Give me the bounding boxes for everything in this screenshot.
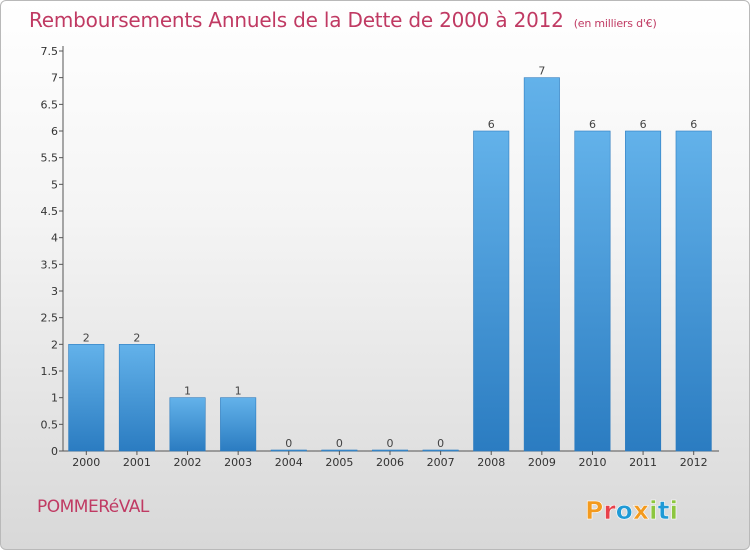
logo-letter: t xyxy=(658,496,670,525)
bar xyxy=(321,449,358,452)
y-tick-label: 3 xyxy=(51,285,58,298)
y-tick-label: 0 xyxy=(51,445,58,458)
x-tick-label: 2002 xyxy=(174,456,202,469)
x-tick-label: 2003 xyxy=(224,456,252,469)
bar-value-label: 7 xyxy=(538,65,545,78)
x-tick-label: 2009 xyxy=(528,456,556,469)
bar xyxy=(473,130,510,452)
logo-letter: r xyxy=(603,496,616,525)
y-tick-label: 7 xyxy=(51,72,58,85)
bar xyxy=(68,344,105,452)
chart-subtitle: (en milliers d'€) xyxy=(573,17,657,30)
bar xyxy=(220,397,257,452)
y-tick-label: 0.5 xyxy=(41,418,59,431)
bar-value-label: 6 xyxy=(488,118,495,131)
bar-value-label: 1 xyxy=(184,385,191,398)
y-tick-label: 5 xyxy=(51,178,58,191)
bar xyxy=(574,130,611,452)
x-tick-label: 2012 xyxy=(680,456,708,469)
proxiti-logo-text: Proxiti xyxy=(585,496,678,525)
bar-value-label: 6 xyxy=(640,118,647,131)
bar xyxy=(675,130,712,452)
y-tick-label: 4.5 xyxy=(41,205,59,218)
commune-name: POMMERéVAL xyxy=(37,497,149,517)
y-tick-label: 1.5 xyxy=(41,365,59,378)
bar xyxy=(371,449,409,452)
x-tick-label: 2005 xyxy=(325,456,353,469)
y-tick-label: 6.5 xyxy=(41,98,59,111)
logo-letter: o xyxy=(616,496,633,525)
y-tick-label: 3.5 xyxy=(41,258,59,271)
proxiti-logo: Proxiti xyxy=(585,496,679,526)
chart-title: Remboursements Annuels de la Dette de 20… xyxy=(29,8,657,32)
title-text: Remboursements Annuels de la Dette de 20… xyxy=(29,8,564,32)
x-tick-label: 2007 xyxy=(427,456,455,469)
bar-value-label: 2 xyxy=(83,331,90,344)
y-tick-label: 1 xyxy=(51,392,58,405)
logo-letter: i xyxy=(670,496,679,525)
y-tick-label: 7.5 xyxy=(41,45,59,58)
x-tick-label: 2001 xyxy=(123,456,151,469)
y-tick-label: 2.5 xyxy=(41,312,59,325)
bar xyxy=(169,397,206,452)
x-tick-label: 2010 xyxy=(578,456,606,469)
bar xyxy=(270,449,307,452)
x-tick-label: 2004 xyxy=(275,456,303,469)
bar xyxy=(118,344,155,452)
x-tick-label: 2011 xyxy=(629,456,657,469)
y-tick-label: 6 xyxy=(51,125,58,138)
bar-value-label: 0 xyxy=(387,437,394,450)
bar-value-label: 6 xyxy=(589,118,596,131)
bar-value-label: 0 xyxy=(336,437,343,450)
x-tick-label: 2008 xyxy=(477,456,505,469)
bar-value-label: 0 xyxy=(437,437,444,450)
y-tick-label: 4 xyxy=(51,232,58,245)
bar xyxy=(523,77,560,452)
logo-letter: P xyxy=(585,496,603,525)
bar xyxy=(422,449,459,452)
logo-letter: x xyxy=(633,496,649,525)
bar-value-label: 1 xyxy=(235,385,242,398)
y-tick-label: 5.5 xyxy=(41,152,59,165)
logo-letter: i xyxy=(649,496,658,525)
bar xyxy=(625,130,662,452)
bar-value-label: 2 xyxy=(133,331,140,344)
x-tick-label: 2006 xyxy=(376,456,404,469)
y-tick-label: 2 xyxy=(51,338,58,351)
bar-value-label: 6 xyxy=(690,118,697,131)
bar-value-label: 0 xyxy=(285,437,292,450)
x-tick-label: 2000 xyxy=(72,456,100,469)
